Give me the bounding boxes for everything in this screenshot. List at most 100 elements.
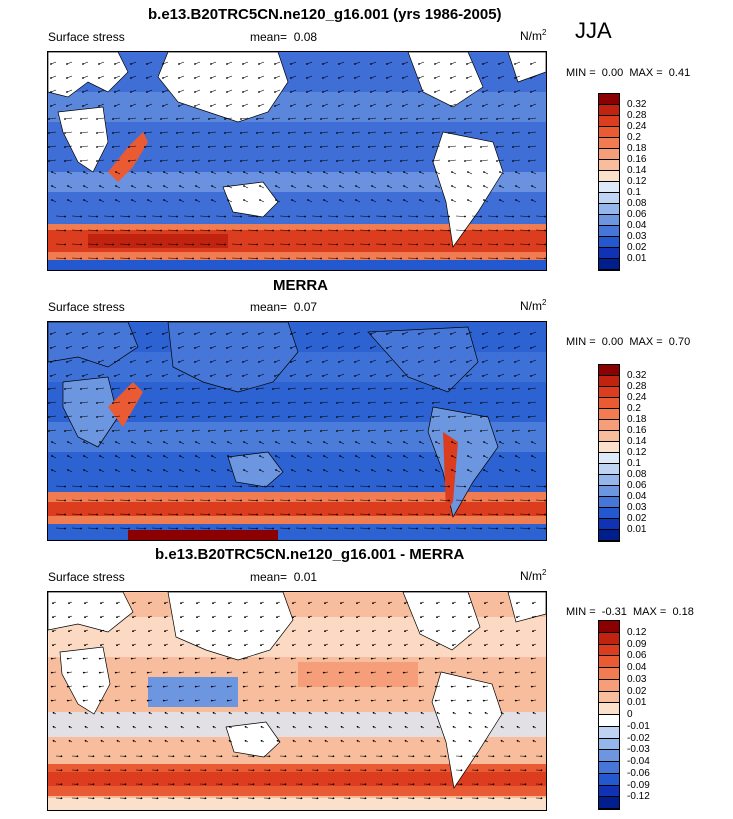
wind-arrow-head (498, 63, 500, 65)
wind-arrow (343, 499, 354, 501)
wind-arrow-head (227, 469, 229, 471)
wind-arrow (407, 243, 418, 245)
wind-arrow-head (450, 77, 452, 79)
wind-arrow-head (435, 455, 437, 457)
wind-arrow-head (512, 416, 514, 418)
wind-arrow-head (508, 797, 511, 800)
wind-arrow-head (402, 361, 404, 363)
wind-arrow-head (82, 333, 84, 335)
wind-arrow (215, 215, 226, 217)
wind-arrow (311, 499, 322, 501)
wind-arrow-head (98, 77, 100, 79)
wind-arrow (343, 215, 354, 217)
wind-arrow-head (380, 755, 383, 758)
wind-arrow-head (544, 499, 546, 502)
wind-arrow-head (210, 91, 212, 93)
wind-arrow-head (306, 347, 308, 349)
wind-arrow (503, 527, 514, 529)
wind-arrow (160, 387, 169, 390)
panel-2-mean-label: mean= (250, 300, 288, 314)
wind-arrow-head (224, 416, 226, 418)
wind-arrow-head (240, 388, 242, 390)
wind-arrow-head (332, 783, 335, 786)
wind-arrow-head (68, 711, 71, 714)
wind-arrow (279, 499, 290, 501)
wind-arrow-head (464, 527, 466, 530)
wind-arrow (112, 117, 121, 120)
wind-arrow-head (466, 699, 469, 702)
wind-arrow-head (240, 430, 242, 432)
colorbar-box (599, 508, 619, 519)
colorbar-tick-label: 0.03 (627, 231, 647, 242)
wind-arrow (183, 215, 194, 217)
wind-arrow (288, 415, 297, 418)
wind-arrow (336, 401, 345, 404)
wind-arrow-head (480, 118, 482, 120)
wind-arrow-head (464, 146, 466, 148)
wind-arrow-head (192, 160, 194, 162)
wind-arrow-head (436, 725, 439, 728)
wind-arrow-head (308, 602, 310, 605)
wind-arrow-head (434, 63, 436, 65)
wind-arrow (272, 145, 281, 148)
wind-arrow-head (400, 430, 402, 432)
wind-arrow-head (208, 430, 210, 432)
wind-arrow-head (290, 347, 292, 349)
wind-arrow-head (544, 513, 546, 516)
wind-arrow-head (516, 725, 519, 728)
wind-arrow (192, 415, 201, 418)
wind-arrow (263, 499, 274, 501)
wind-arrow-head (483, 199, 485, 201)
wind-arrow-head (450, 361, 452, 363)
wind-arrow-head (208, 243, 210, 246)
wind-arrow (359, 215, 370, 217)
wind-arrow-head (211, 185, 213, 187)
wind-arrow (288, 401, 297, 404)
wind-arrow-head (108, 755, 111, 758)
wind-arrow-head (146, 347, 148, 349)
wind-arrow-head (288, 485, 290, 488)
wind-arrow-head (290, 685, 293, 688)
wind-arrow-head (466, 105, 468, 107)
wind-arrow-head (320, 118, 322, 120)
wind-arrow-head (164, 725, 167, 728)
wind-arrow (256, 429, 265, 432)
wind-arrow-head (179, 185, 181, 187)
wind-arrow-head (112, 388, 114, 390)
wind-arrow-head (451, 199, 453, 201)
colorbar-box (599, 691, 619, 704)
wind-arrow-head (224, 243, 226, 246)
colorbar-box (599, 171, 619, 182)
wind-arrow (128, 387, 137, 390)
wind-arrow-head (480, 430, 482, 432)
wind-arrow-head (260, 739, 263, 742)
colorbar-tick-label: 0.24 (627, 392, 647, 403)
wind-arrow-head (386, 347, 388, 349)
wind-arrow (480, 387, 489, 390)
wind-arrow-head (272, 257, 274, 260)
wind-arrow-head (466, 375, 468, 377)
wind-arrow-head (451, 441, 453, 443)
wind-arrow (48, 131, 57, 134)
wind-arrow-head (416, 485, 418, 488)
colorbar-tick-label: 0.06 (627, 209, 647, 220)
wind-arrow-head (338, 375, 340, 377)
wind-arrow-head (228, 602, 230, 605)
wind-arrow (183, 485, 194, 487)
wind-arrow (336, 145, 345, 148)
wind-arrow-head (512, 229, 514, 232)
wind-arrow-head (400, 229, 402, 232)
wind-arrow-head (320, 215, 322, 218)
wind-arrow (128, 145, 137, 148)
wind-arrow (256, 159, 265, 162)
wind-arrow (304, 429, 313, 432)
wind-vectors (50, 601, 543, 800)
wind-arrow-head (116, 630, 118, 633)
wind-arrow-head (268, 797, 271, 800)
wind-arrow-head (384, 527, 386, 530)
wind-arrow-head (292, 711, 295, 714)
panel-3-colorbar: 0.12 0.09 0.06 0.04 0.03 0.02 0.01 0 -0.01 -0.02-… (598, 620, 650, 810)
wind-arrow-head (80, 118, 82, 120)
panel-1-min-value: 0.00 (601, 67, 624, 79)
wind-arrow (295, 527, 306, 529)
